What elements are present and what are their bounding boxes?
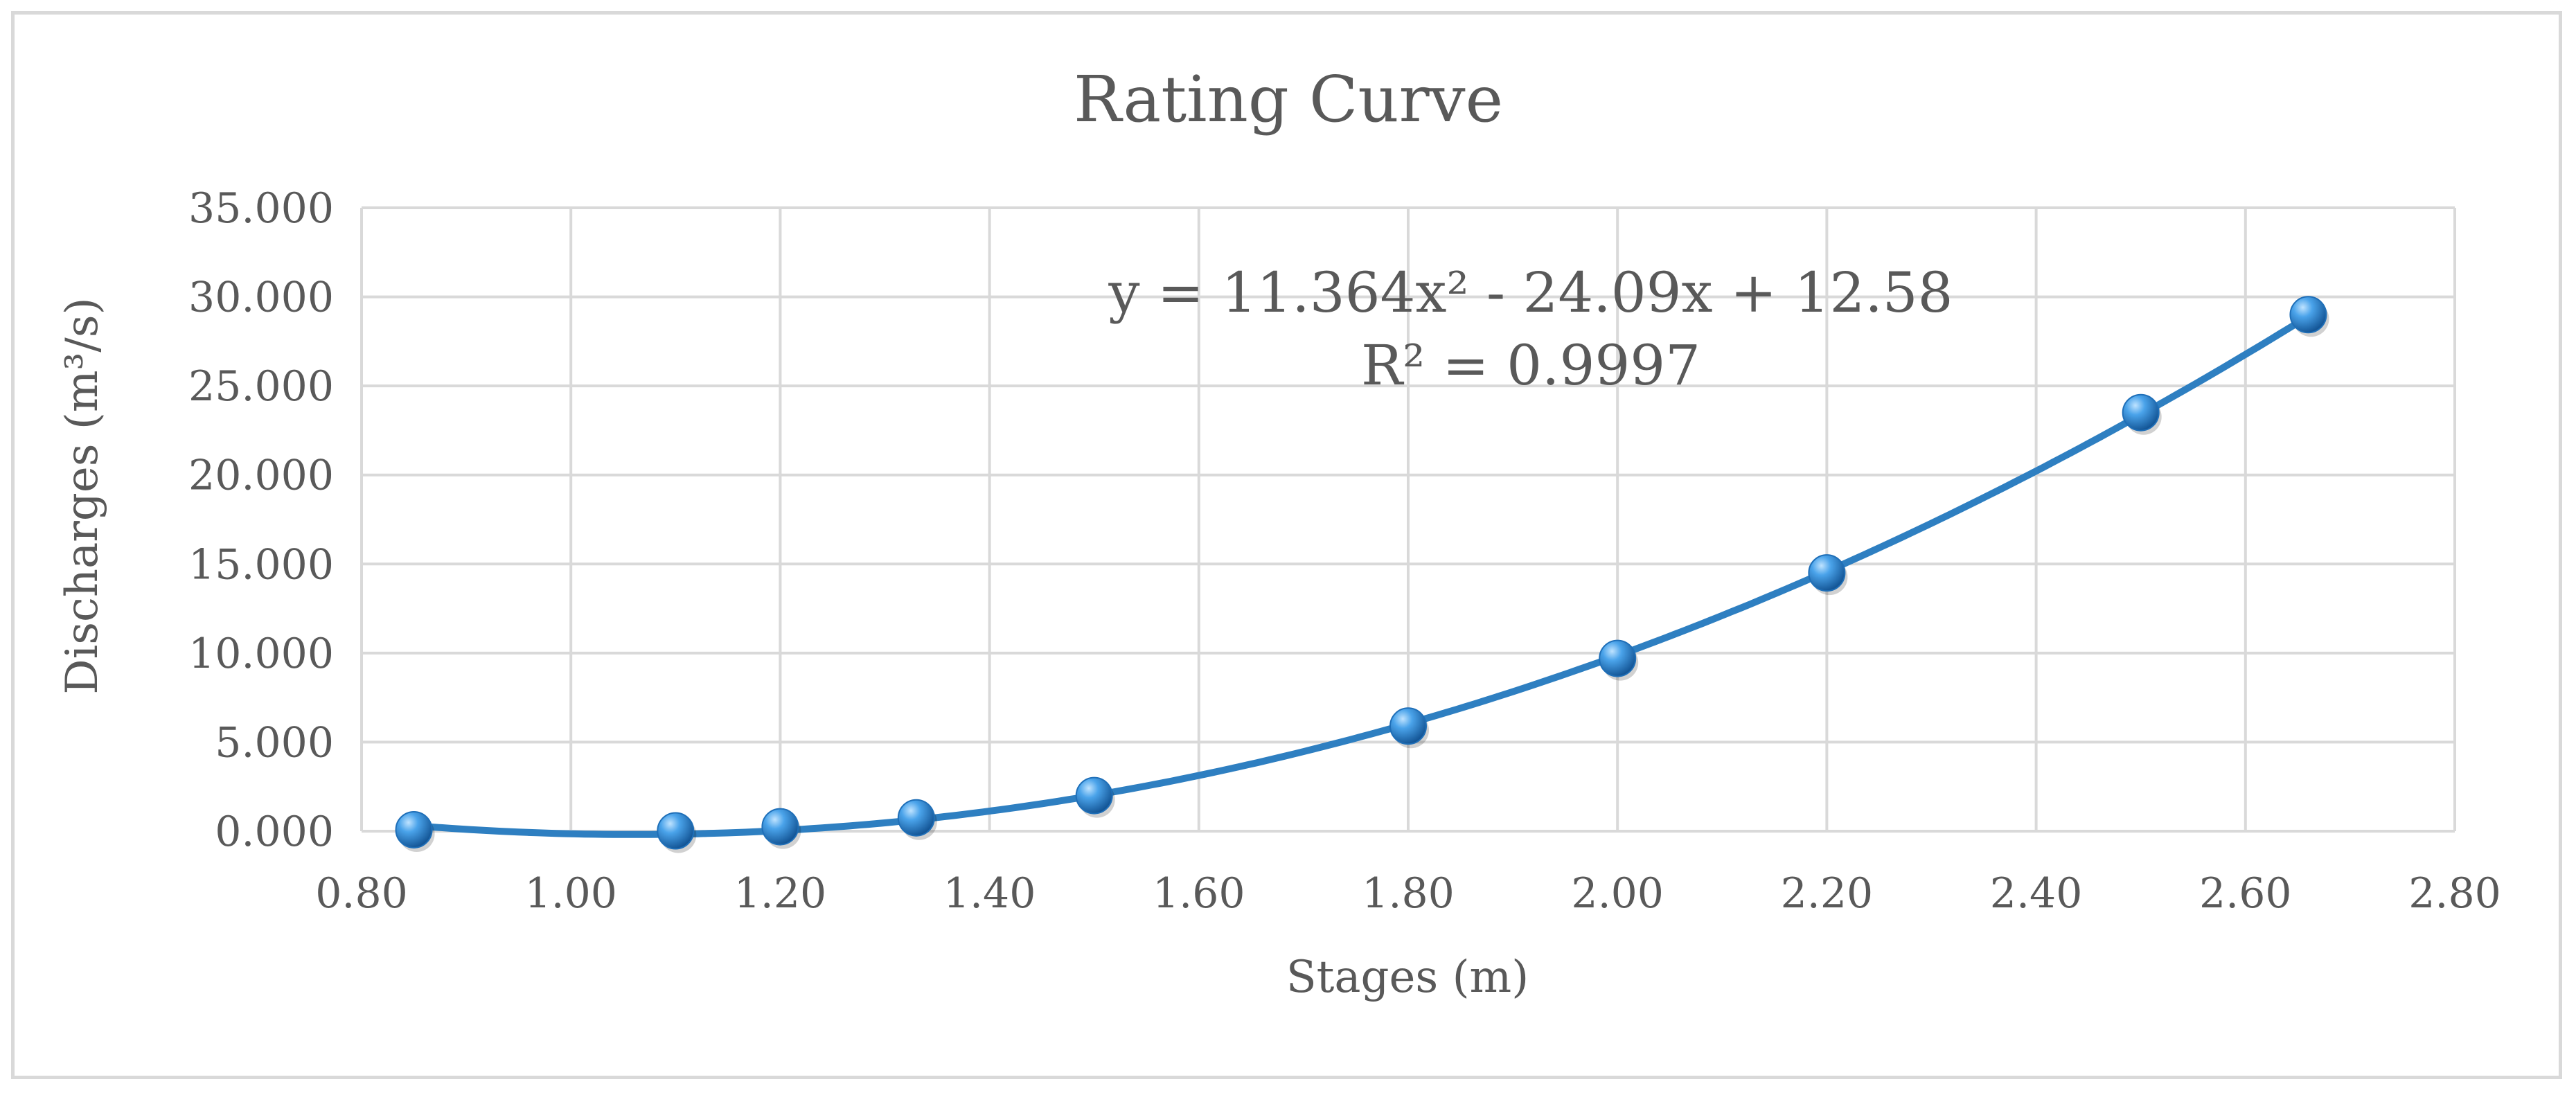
x-tick-label: 1.80 [1362,869,1455,918]
trendline-equation: y = 11.364x² - 24.09x + 12.58 [1108,260,1953,325]
y-tick-label: 10.000 [188,630,334,678]
x-tick-label: 1.60 [1153,869,1245,918]
x-tick-label: 2.20 [1781,869,1874,918]
y-tick-label: 15.000 [188,540,334,589]
y-tick-label: 5.000 [215,718,334,767]
x-tick-label: 2.00 [1571,869,1664,918]
data-point [1075,776,1113,815]
x-tick-label: 1.40 [943,869,1036,918]
data-point [657,812,695,850]
x-tick-label: 2.40 [1990,869,2083,918]
y-axis-ticks: 0.000 5.000 10.000 15.000 20.000 25.000 30.000… [188,184,334,856]
y-tick-label: 0.000 [215,808,334,856]
data-point [1599,639,1637,677]
data-point [1389,707,1427,745]
trendline [414,313,2311,838]
grid [360,206,2456,833]
data-points [395,296,2329,853]
x-tick-label: 1.00 [524,869,617,918]
x-axis-ticks: 0.80 1.00 1.20 1.40 1.60 1.80 2.00 2.20 2.40 2.60… [315,869,2501,918]
data-point [395,810,433,848]
y-tick-label: 20.000 [188,452,334,500]
y-tick-label: 30.000 [188,274,334,322]
x-tick-label: 1.20 [734,869,827,918]
x-tick-label: 2.80 [2408,869,2501,918]
data-point [761,808,799,846]
r-squared-label: R² = 0.9997 [1361,333,1700,398]
y-axis-label: Discharges (m³/s) [57,297,108,694]
y-tick-label: 35.000 [188,184,334,233]
chart-frame [11,11,2562,1079]
data-point [2122,393,2160,432]
data-point [1808,554,1846,592]
x-tick-label: 0.80 [315,869,408,918]
data-point [2289,296,2327,334]
data-point [897,799,935,837]
x-tick-label: 2.60 [2199,869,2292,918]
y-tick-label: 25.000 [188,362,334,411]
x-axis-label: Stages (m) [1286,952,1529,1003]
chart-title: Rating Curve [1074,62,1503,136]
